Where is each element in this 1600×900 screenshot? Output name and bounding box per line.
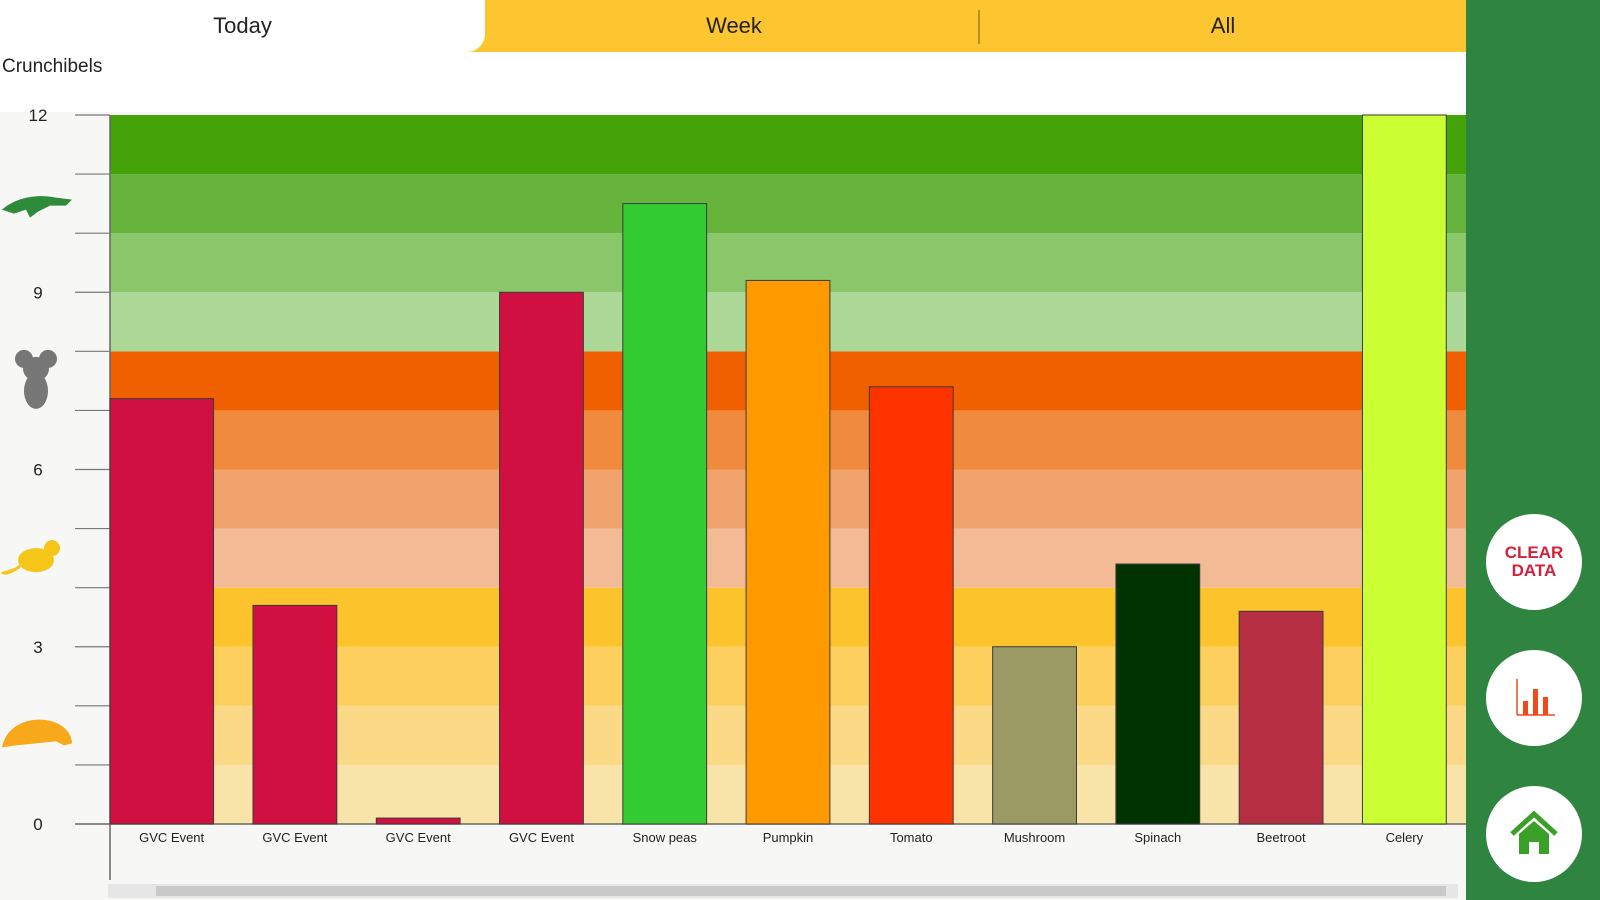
horizontal-scrollbar[interactable] [108, 884, 1458, 898]
crocodile-icon [2, 196, 72, 218]
bar-spinach [1115, 563, 1201, 825]
home-icon [1510, 810, 1558, 854]
bar-celery [1361, 114, 1447, 825]
scroll-thumb[interactable] [156, 886, 1446, 896]
x-tick-label: Beetroot [1257, 830, 1307, 845]
band-11 [110, 115, 1466, 175]
y-tick-label: 3 [33, 638, 42, 657]
clear-label-line1: CLEAR [1504, 543, 1564, 562]
x-tick-label: Spinach [1134, 830, 1181, 845]
bar-gvc-event [499, 291, 584, 825]
clear-label-line2: DATA [1511, 561, 1557, 580]
mouse-icon [0, 540, 60, 575]
x-tick-label: Celery [1386, 830, 1424, 845]
chart-button[interactable] [1486, 650, 1582, 746]
y-tick-label: 0 [33, 815, 42, 834]
home-button[interactable] [1486, 786, 1582, 882]
y-axis-label: Crunchibels [2, 56, 103, 77]
x-tick-label: Snow peas [633, 830, 698, 845]
tab-today[interactable]: Today [0, 0, 485, 52]
bar-gvc-event [375, 817, 461, 825]
tab-all[interactable]: All [1210, 13, 1236, 38]
x-tick-label: Tomato [890, 830, 933, 845]
bar-chart: 0 3 6 9 12 GVC Event GVC Event GVC Event GVC Eve… [0, 106, 1466, 880]
x-tick-label: GVC Event [509, 830, 574, 845]
bar-tomato [868, 386, 954, 825]
x-tick-label: Pumpkin [763, 830, 814, 845]
tab-bar: Today Week All [0, 0, 1466, 52]
x-tick-label: GVC Event [139, 830, 204, 845]
header-strip [0, 52, 1466, 112]
bar-snow-peas [622, 203, 708, 825]
bar-mushroom [992, 646, 1077, 825]
band-10 [110, 174, 1466, 234]
koala-icon [15, 349, 57, 409]
tab-week[interactable]: Week [706, 13, 762, 38]
bar-chart-icon [1516, 679, 1555, 716]
x-tick-label: GVC Event [262, 830, 327, 845]
bar-pumpkin [745, 279, 831, 825]
bar-beetroot [1238, 610, 1324, 825]
y-tick-label: 9 [33, 283, 42, 302]
bar-gvc-event [109, 398, 215, 825]
clear-data-button[interactable]: CLEAR DATA [1486, 514, 1582, 610]
sidebar: CLEAR DATA [1466, 0, 1600, 900]
x-tick-label: Mushroom [1004, 830, 1065, 845]
clear-data-label: CLEAR DATA [1505, 544, 1564, 580]
bar-gvc-event [252, 604, 338, 825]
y-tick-label: 6 [33, 461, 42, 480]
x-tick-label: GVC Event [386, 830, 451, 845]
tab-divider [978, 10, 980, 44]
y-tick-label: 12 [29, 106, 48, 125]
wombat-icon [2, 719, 72, 748]
